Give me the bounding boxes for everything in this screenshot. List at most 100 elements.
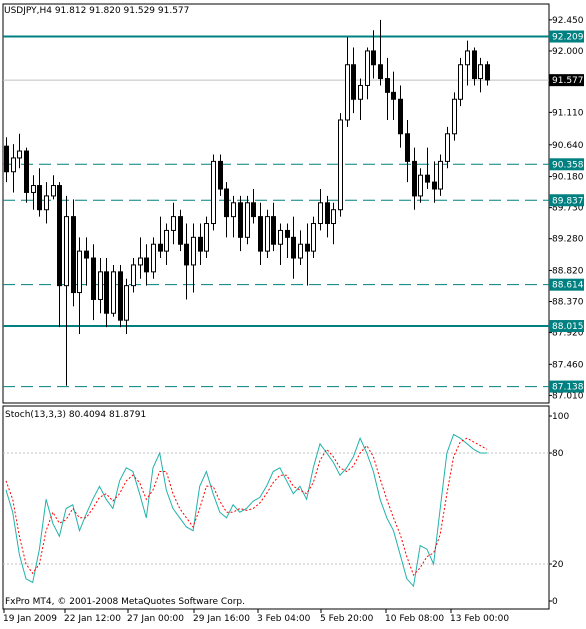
bear-candle [218, 160, 223, 190]
bull-candle [311, 223, 316, 252]
bull-candle [458, 64, 463, 100]
price-tick-label: 88.370 [552, 298, 584, 308]
bull-candle [418, 174, 423, 197]
bull-candle [445, 133, 450, 162]
bull-candle [111, 271, 116, 314]
level-tag-label: 89.837 [552, 196, 584, 206]
bull-candle [51, 185, 56, 197]
stoch-tick-label: 100 [552, 412, 569, 422]
bear-candle [258, 216, 263, 252]
level-tag-label: 88.614 [552, 281, 584, 291]
time-axis: 19 Jan 2009 22 Jan 12:00 27 Jan 00:00 29 Ja… [3, 609, 509, 624]
price-tick-label: 87.010 [552, 391, 584, 401]
current-price-label: 91.577 [552, 76, 584, 86]
price-tick-label: 88.820 [552, 266, 584, 276]
bull-candle [77, 250, 82, 294]
bull-candle [44, 195, 49, 211]
time-tick-label: 22 Jan 12:00 [64, 614, 121, 624]
bull-candle [151, 243, 156, 273]
bull-candle [191, 236, 196, 266]
bear-candle [178, 216, 183, 245]
bear-candle [485, 64, 490, 81]
level-tag [549, 320, 584, 333]
price-tick-label: 89.280 [552, 235, 584, 245]
bull-candle [245, 202, 250, 238]
price-tick-label: 90.640 [552, 141, 584, 151]
level-tag [549, 278, 584, 291]
bull-candle [171, 216, 176, 231]
bear-candle [158, 243, 163, 252]
bull-candle [31, 185, 36, 193]
price-tick-label: 87.920 [552, 329, 584, 339]
bull-candle [478, 64, 483, 80]
bull-candle [211, 160, 216, 225]
bear-candle [385, 78, 390, 93]
symbol-header: USDJPY,H4 91.812 91.820 91.529 91.577 [4, 6, 189, 16]
stoch-pane-frame [2, 405, 550, 610]
bear-candle [84, 250, 89, 259]
bull-candle [298, 243, 303, 259]
bull-candle [345, 64, 350, 121]
bull-candle [204, 223, 209, 252]
bear-candle [57, 185, 62, 287]
bull-candle [318, 202, 323, 225]
time-tick-label: 29 Jan 16:00 [193, 614, 250, 624]
stoch-tick-label: 0 [552, 597, 558, 607]
stochastic-pane[interactable]: 100 80 20 0 [2, 405, 569, 610]
bear-candle [432, 181, 437, 190]
bear-candle [398, 98, 403, 135]
level-tag [549, 194, 584, 207]
bear-candle [238, 202, 243, 238]
bear-candle [405, 133, 410, 162]
bull-candle [452, 98, 457, 135]
current-price-tag [549, 74, 584, 87]
bull-candle [11, 157, 16, 173]
bear-candle [472, 50, 477, 80]
time-tick-label: 10 Feb 08:00 [385, 614, 444, 624]
time-tick-label: 3 Feb 04:00 [257, 614, 311, 624]
price-tick-label: 92.450 [552, 16, 584, 26]
bear-candle [251, 202, 256, 218]
bear-candle [71, 216, 76, 294]
bull-candle [98, 271, 103, 300]
price-tick-label: 92.000 [552, 47, 584, 57]
bear-candle [285, 229, 290, 238]
bear-candle [305, 243, 310, 252]
bear-candle [198, 236, 203, 252]
bear-candle [144, 257, 149, 273]
level-tag-label: 90.358 [552, 160, 584, 170]
level-tag [549, 30, 584, 43]
price-tick-label: 87.460 [552, 360, 584, 370]
bear-candle [351, 64, 356, 100]
bear-candle [118, 271, 123, 321]
bull-candle [338, 119, 343, 211]
bull-candle [64, 216, 69, 287]
bull-candle [438, 160, 443, 190]
bear-candle [378, 64, 383, 80]
price-tick-label: 89.730 [552, 204, 584, 214]
level-tag-label: 92.209 [552, 33, 584, 43]
bull-candle [265, 216, 270, 252]
stoch-tick-label: 20 [552, 560, 564, 570]
copyright-text: FxPro MT4, © 2001-2008 MetaQuotes Softwa… [5, 597, 245, 607]
level-tag [549, 158, 584, 171]
bear-candle [184, 243, 189, 266]
bear-candle [4, 145, 9, 173]
time-tick-label: 13 Feb 00:00 [450, 614, 509, 624]
level-tag [549, 380, 584, 393]
bear-candle [24, 150, 29, 193]
stoch-main-line [5, 433, 487, 588]
bear-candle [371, 50, 376, 66]
stoch-signal-line [5, 437, 488, 577]
price-pane[interactable]: 92.450 92.000 91.110 90.640 90.180 89.730 89.2… [2, 3, 584, 404]
bear-candle [291, 236, 296, 259]
bull-candle [131, 264, 136, 287]
bull-candle [138, 257, 143, 266]
bull-candle [164, 229, 169, 252]
bear-candle [325, 202, 330, 225]
bull-candle [17, 150, 22, 159]
bear-candle [104, 271, 109, 314]
